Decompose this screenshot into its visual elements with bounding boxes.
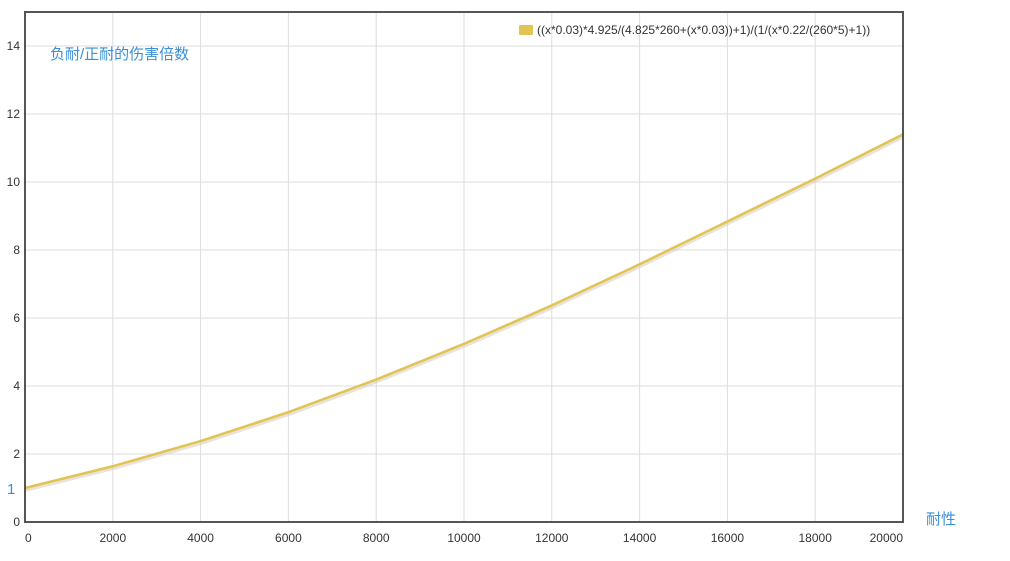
series-point xyxy=(375,378,378,381)
y-tick-layer: 0 2 4 6 8 10 12 14 xyxy=(7,39,21,529)
series-line-shadow xyxy=(24,133,905,492)
y-tick-label: 14 xyxy=(7,39,21,53)
series-point xyxy=(814,177,817,180)
x-tick-layer: 0 2000 4000 6000 8000 10000 12000 14000 16000 180… xyxy=(25,531,903,545)
series-point xyxy=(287,410,290,414)
x-tick-label: 12000 xyxy=(535,531,569,545)
plot-frame xyxy=(24,11,904,523)
y-tick-label: 4 xyxy=(13,379,20,393)
y-tick-label: 12 xyxy=(7,107,21,121)
series-point xyxy=(726,220,729,223)
x-tick-label: 16000 xyxy=(711,531,745,545)
y-tick-label: 2 xyxy=(13,447,20,461)
x-axis-title: 耐性 xyxy=(926,511,956,528)
legend-swatch xyxy=(519,25,533,35)
x-tick-label: 6000 xyxy=(275,531,302,545)
y-tick-label: 0 xyxy=(13,515,20,529)
series-layer xyxy=(23,133,905,492)
x-tick-label: 14000 xyxy=(623,531,657,545)
x-tick-label: 10000 xyxy=(447,531,481,545)
series-point xyxy=(199,439,202,443)
y-tick-label: 8 xyxy=(13,243,20,257)
x-tick-label: 2000 xyxy=(99,531,126,545)
x-tick-label: 20000 xyxy=(870,531,904,545)
x-tick-label: 0 xyxy=(25,531,32,545)
y-tick-label: 6 xyxy=(13,311,20,325)
grid-layer xyxy=(25,12,903,522)
x-tick-label: 18000 xyxy=(799,531,833,545)
series-point xyxy=(550,304,553,307)
legend-label: ((x*0.03)*4.925/(4.825*260+(x*0.03))+1)/… xyxy=(537,23,870,37)
series-point xyxy=(462,342,466,346)
y-axis-title: 负耐/正耐的伤害倍数 xyxy=(50,46,189,63)
series-point xyxy=(638,263,641,266)
x-tick-label: 4000 xyxy=(187,531,214,545)
series-point xyxy=(111,465,115,468)
y-tick-label: 10 xyxy=(7,175,21,189)
legend[interactable]: ((x*0.03)*4.925/(4.825*260+(x*0.03))+1)/… xyxy=(519,23,870,37)
y-side-value-label: 1 xyxy=(7,481,15,498)
x-tick-label: 8000 xyxy=(363,531,390,545)
